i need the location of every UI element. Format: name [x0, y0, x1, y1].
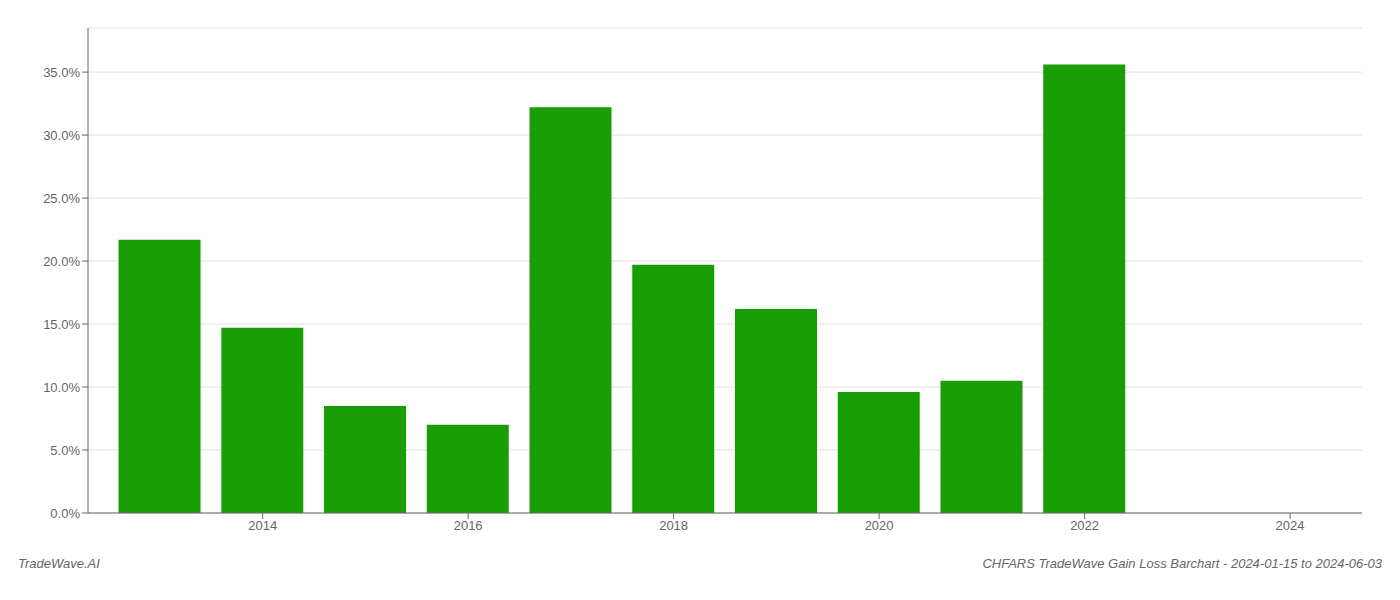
svg-text:2024: 2024 [1276, 518, 1305, 533]
html-text:CHFARS TradeWave Gain Loss Bar: CHFARS TradeWave Gain Loss Barchart - 20… [982, 555, 1382, 571]
svg-text:15.0%: 15.0% [43, 317, 80, 332]
svg-text:0.0%: 0.0% [50, 506, 80, 521]
svg-text:5.0%: 5.0% [50, 443, 80, 458]
svg-text:2020: 2020 [865, 518, 894, 533]
svg-text:2016: 2016 [454, 518, 483, 533]
svg-text:20.0%: 20.0% [43, 254, 80, 269]
svg-text:2018: 2018 [659, 518, 688, 533]
svg-text:25.0%: 25.0% [43, 191, 80, 206]
svg-text:35.0%: 35.0% [43, 65, 80, 80]
html-text:TradeWave.AI: TradeWave.AI [18, 555, 100, 571]
svg-text:2014: 2014 [248, 518, 277, 533]
svg-text:30.0%: 30.0% [43, 128, 80, 143]
svg-text:2022: 2022 [1070, 518, 1099, 533]
svg-text:10.0%: 10.0% [43, 380, 80, 395]
